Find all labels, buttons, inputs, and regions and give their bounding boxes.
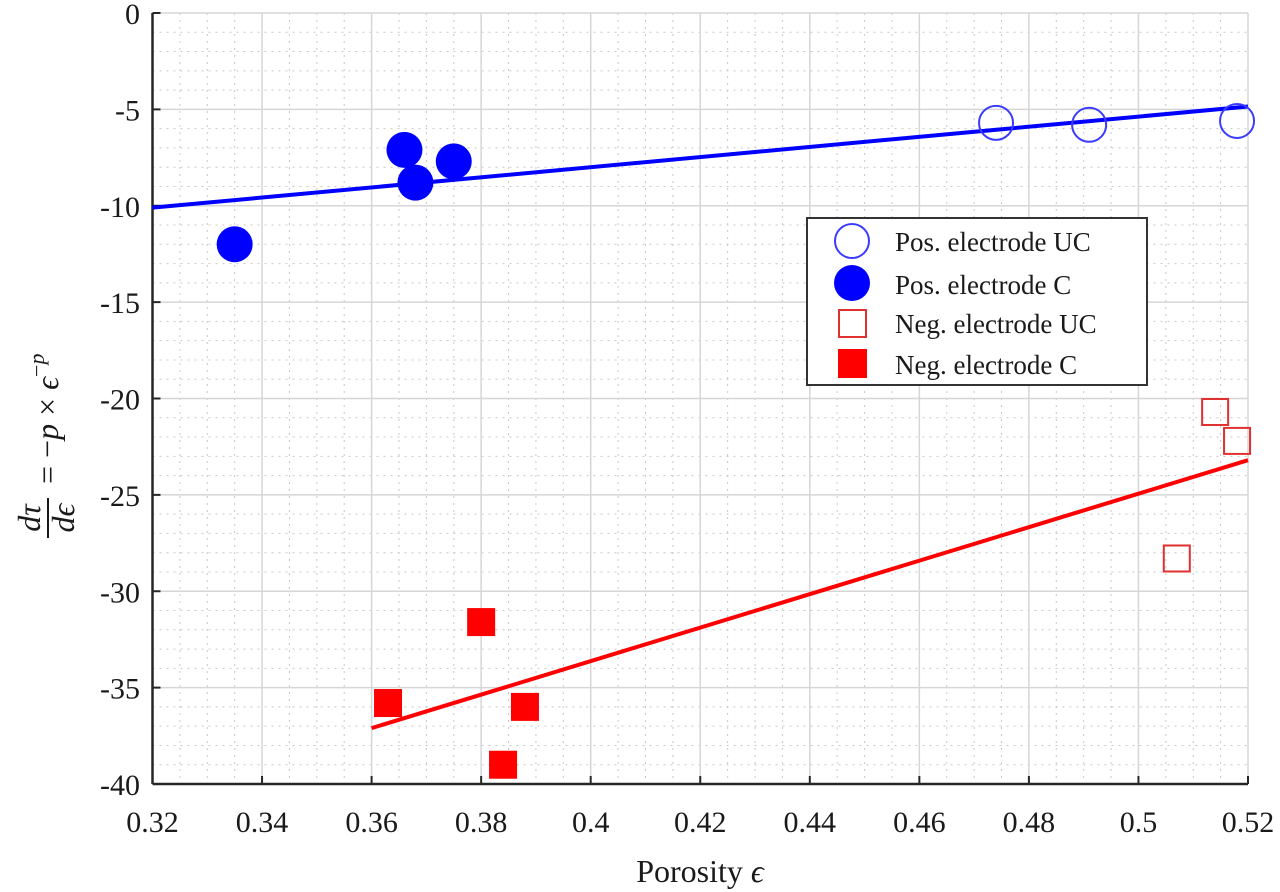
legend-label: Pos. electrode C <box>895 270 1071 300</box>
y-tick-label: 0 <box>125 0 140 31</box>
data-point-open-square <box>1201 397 1230 426</box>
data-point-open-square <box>1223 426 1252 455</box>
data-point-filled-circle <box>216 226 253 263</box>
fit-line <box>371 458 1249 731</box>
y-tick-label: -5 <box>115 94 140 127</box>
data-point-filled-square <box>374 689 403 718</box>
y-tick-label: -15 <box>100 287 140 320</box>
x-tick-label: 0.5 <box>1120 806 1158 839</box>
x-tick-label: 0.32 <box>126 806 179 839</box>
y-label-rhs: = −p × ϵ−p <box>24 354 65 484</box>
y-tick-label: -35 <box>100 673 140 706</box>
data-points <box>216 102 1256 779</box>
legend-label: Neg. electrode C <box>895 350 1077 380</box>
x-axis-label: Porosity ϵ <box>636 853 765 889</box>
y-tick-label: -10 <box>100 191 140 224</box>
y-tick-label: -40 <box>100 769 140 802</box>
x-tick-label: 0.36 <box>345 806 398 839</box>
x-axis-label-text: Porosity <box>636 853 751 889</box>
data-point-open-circle <box>1219 102 1256 139</box>
y-axis-ticks: 0 -5 -10 -15 -20 -25 -30 -35 -40 <box>100 0 161 802</box>
x-tick-label: 0.46 <box>893 806 946 839</box>
x-tick-label: 0.52 <box>1222 806 1275 839</box>
filled-square-icon <box>838 349 867 378</box>
data-point-open-circle <box>1071 106 1108 143</box>
x-tick-label: 0.4 <box>572 806 610 839</box>
x-tick-label: 0.38 <box>455 806 508 839</box>
data-point-open-circle <box>978 104 1015 141</box>
legend-item-neg-c: Neg. electrode C <box>838 349 1077 380</box>
y-tick-label: -25 <box>100 480 140 513</box>
x-tick-label: 0.34 <box>236 806 289 839</box>
legend-label: Pos. electrode UC <box>895 227 1091 257</box>
x-tick-label: 0.48 <box>1003 806 1056 839</box>
data-point-filled-circle <box>397 164 434 201</box>
filled-circle-icon <box>834 265 870 301</box>
data-point-filled-square <box>510 692 539 721</box>
x-tick-label: 0.42 <box>674 806 727 839</box>
legend-item-pos-c: Pos. electrode C <box>834 265 1071 301</box>
open-circle-icon <box>834 223 870 259</box>
x-tick-label: 0.44 <box>784 806 837 839</box>
fit-line <box>152 104 1249 210</box>
y-axis-label: dτ dϵ = −p × ϵ−p <box>11 354 81 538</box>
y-tick-label: -20 <box>100 384 140 417</box>
data-point-filled-square <box>467 608 496 637</box>
epsilon-symbol: ϵ <box>751 853 765 889</box>
data-point-filled-circle <box>435 143 472 180</box>
legend-item-neg-uc: Neg. electrode UC <box>838 309 1097 339</box>
y-label-denominator: dϵ <box>45 502 81 532</box>
legend-label: Neg. electrode UC <box>895 309 1097 339</box>
y-label-numerator: dτ <box>11 503 47 532</box>
data-point-filled-square <box>489 750 518 779</box>
fit-lines <box>152 104 1249 731</box>
data-point-open-square <box>1162 544 1191 573</box>
legend: Pos. electrode UC Pos. electrode C Neg. … <box>806 217 1148 386</box>
open-square-icon <box>838 309 867 338</box>
data-point-filled-circle <box>386 131 423 168</box>
x-axis-ticks: 0.32 0.34 0.36 0.38 0.4 0.42 0.44 0.46 0.48 0.5 0.… <box>126 776 1274 839</box>
y-tick-label: -30 <box>100 576 140 609</box>
legend-item-pos-uc: Pos. electrode UC <box>834 223 1091 259</box>
